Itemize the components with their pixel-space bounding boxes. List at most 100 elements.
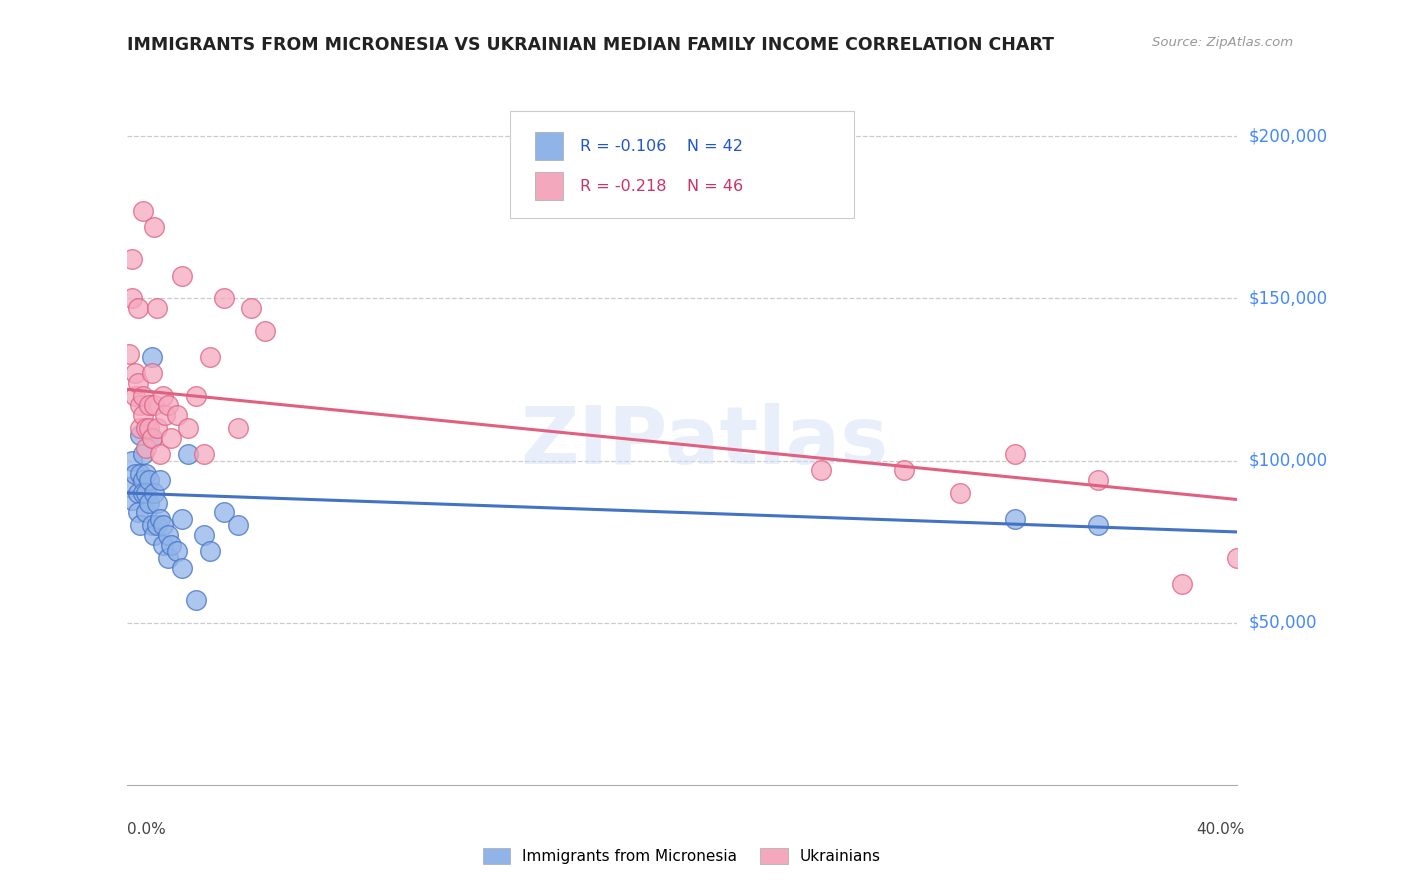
Point <box>176 447 198 461</box>
Point <box>1004 512 1026 526</box>
Bar <box>536 172 562 201</box>
Point <box>254 324 277 338</box>
Point <box>132 447 155 461</box>
Point <box>1087 518 1109 533</box>
Point <box>157 528 180 542</box>
Legend: Immigrants from Micronesia, Ukrainians: Immigrants from Micronesia, Ukrainians <box>477 842 887 870</box>
Point <box>129 467 152 481</box>
Point <box>138 496 160 510</box>
Point <box>671 122 693 136</box>
Text: 40.0%: 40.0% <box>1197 822 1244 837</box>
Point <box>127 301 149 315</box>
Point <box>1004 447 1026 461</box>
Point <box>176 421 198 435</box>
Text: R = -0.218    N = 46: R = -0.218 N = 46 <box>579 178 742 194</box>
Point <box>143 486 166 500</box>
Point <box>141 518 163 533</box>
FancyBboxPatch shape <box>510 111 853 218</box>
Point <box>138 473 160 487</box>
Point <box>138 399 160 413</box>
Text: $150,000: $150,000 <box>1249 289 1327 308</box>
Point <box>152 518 174 533</box>
Point <box>172 512 194 526</box>
Point <box>129 421 152 435</box>
Point <box>124 366 146 380</box>
Point <box>143 399 166 413</box>
Point <box>135 421 157 435</box>
Point <box>121 453 143 467</box>
Point <box>146 518 169 533</box>
Point <box>138 421 160 435</box>
Point <box>184 593 207 607</box>
Point <box>1226 550 1249 565</box>
Point <box>166 544 188 558</box>
Point <box>198 350 221 364</box>
Text: $200,000: $200,000 <box>1249 128 1327 145</box>
Point <box>132 389 155 403</box>
Point <box>172 268 194 283</box>
Point <box>226 518 249 533</box>
Point <box>132 473 155 487</box>
Point <box>149 512 172 526</box>
Point <box>129 399 152 413</box>
Point <box>240 301 263 315</box>
Point <box>146 496 169 510</box>
Point <box>121 292 143 306</box>
Point <box>124 389 146 403</box>
Point <box>143 220 166 235</box>
Point <box>166 408 188 422</box>
Point <box>152 538 174 552</box>
Point <box>127 376 149 390</box>
Point <box>727 171 749 186</box>
Point <box>132 486 155 500</box>
Point <box>141 366 163 380</box>
Point <box>132 203 155 218</box>
Text: R = -0.106    N = 42: R = -0.106 N = 42 <box>579 138 742 153</box>
Point <box>129 427 152 442</box>
Point <box>121 252 143 267</box>
Point <box>226 421 249 435</box>
Point <box>212 292 235 306</box>
Point <box>118 346 141 360</box>
Point <box>146 421 169 435</box>
Text: Source: ZipAtlas.com: Source: ZipAtlas.com <box>1153 36 1294 49</box>
Point <box>135 486 157 500</box>
Point <box>157 399 180 413</box>
Point <box>127 506 149 520</box>
Point <box>141 431 163 445</box>
Point <box>1170 577 1192 591</box>
Point <box>141 431 163 445</box>
Point <box>948 486 970 500</box>
Text: IMMIGRANTS FROM MICRONESIA VS UKRAINIAN MEDIAN FAMILY INCOME CORRELATION CHART: IMMIGRANTS FROM MICRONESIA VS UKRAINIAN … <box>127 36 1053 54</box>
Point <box>141 350 163 364</box>
Text: 0.0%: 0.0% <box>127 822 166 837</box>
Point <box>172 560 194 574</box>
Point <box>193 447 215 461</box>
Point <box>135 467 157 481</box>
Point <box>193 528 215 542</box>
Point <box>132 408 155 422</box>
Point <box>184 389 207 403</box>
Point <box>160 538 183 552</box>
Point <box>127 486 149 500</box>
Point <box>135 506 157 520</box>
Point <box>155 408 177 422</box>
Point <box>160 431 183 445</box>
Point <box>129 518 152 533</box>
Point <box>810 463 832 477</box>
Point <box>893 463 915 477</box>
Point <box>149 447 172 461</box>
Point <box>212 506 235 520</box>
Point <box>143 528 166 542</box>
Text: $50,000: $50,000 <box>1249 614 1317 632</box>
Point <box>1087 473 1109 487</box>
Point <box>198 544 221 558</box>
Point <box>157 550 180 565</box>
Point <box>124 467 146 481</box>
Text: ZIPatlas: ZIPatlas <box>520 403 889 482</box>
Point <box>152 389 174 403</box>
Point <box>121 492 143 507</box>
Bar <box>536 132 562 161</box>
Point <box>149 473 172 487</box>
Point <box>135 441 157 455</box>
